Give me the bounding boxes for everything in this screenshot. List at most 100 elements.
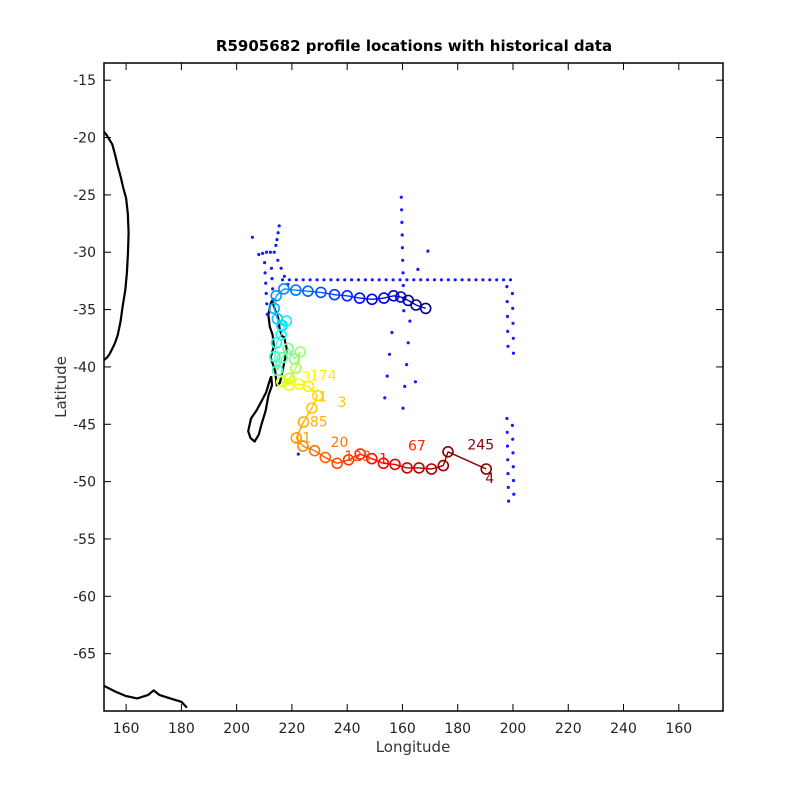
x-tick-label: 220 xyxy=(279,721,306,737)
x-tick-label: 180 xyxy=(444,721,471,737)
profile-point xyxy=(276,351,289,364)
historical-point xyxy=(363,278,367,282)
profile-point xyxy=(268,302,281,315)
historical-point xyxy=(502,278,506,282)
historical-point xyxy=(467,278,471,282)
track-segment xyxy=(314,450,326,459)
historical-point xyxy=(399,195,403,199)
historical-point xyxy=(383,396,387,400)
track-segment xyxy=(295,351,301,369)
profile-point xyxy=(413,462,425,474)
historical-point xyxy=(308,278,312,282)
profile-point xyxy=(290,432,303,444)
historical-point xyxy=(405,363,409,367)
y-tick-label: -15 xyxy=(73,73,96,89)
profile-point xyxy=(270,336,283,349)
profile-point xyxy=(289,362,302,374)
x-axis-label: Longitude xyxy=(376,738,451,756)
profile-point xyxy=(289,284,302,296)
track-segment xyxy=(281,377,290,383)
profile-number-label: 1 xyxy=(379,451,388,467)
track-segment xyxy=(359,297,373,300)
profile-number-label: 1 xyxy=(318,389,327,405)
historical-point xyxy=(276,231,280,235)
profile-point xyxy=(341,289,354,302)
historical-point xyxy=(460,278,464,282)
historical-point xyxy=(390,330,394,335)
historical-point xyxy=(315,278,319,282)
historical-point xyxy=(505,430,509,434)
historical-point xyxy=(453,278,457,282)
x-tick-label: 160 xyxy=(389,721,416,737)
track-segment xyxy=(283,288,296,291)
historical-point xyxy=(511,336,515,340)
historical-point xyxy=(269,266,274,270)
profile-point xyxy=(294,346,307,358)
profile-point xyxy=(271,364,284,377)
historical-point xyxy=(511,351,516,355)
historical-point xyxy=(301,278,305,282)
chart-title: R5905682 profile locations with historic… xyxy=(216,37,612,55)
profile-point xyxy=(311,389,324,402)
coastline xyxy=(247,375,274,443)
track-segment xyxy=(308,385,319,397)
historical-point xyxy=(511,465,515,469)
historical-point xyxy=(263,271,267,275)
profile-point xyxy=(331,457,344,470)
y-axis-label: Latitude xyxy=(52,356,70,418)
track-segment xyxy=(274,342,278,357)
historical-point xyxy=(257,252,261,257)
historical-point xyxy=(385,374,389,378)
profile-point xyxy=(419,302,432,315)
historical-point xyxy=(384,278,388,282)
y-tick-label: -40 xyxy=(73,360,96,376)
profile-number-label: 20 xyxy=(331,435,349,451)
historical-point xyxy=(474,278,478,282)
coastline xyxy=(104,684,188,709)
profile-point xyxy=(389,458,401,471)
x-tick-label: 200 xyxy=(500,721,527,737)
track-segment xyxy=(287,348,296,360)
y-tick-label: -60 xyxy=(73,589,96,605)
profile-number-label: 123 xyxy=(344,449,371,465)
profile-point xyxy=(308,444,321,457)
track-segment xyxy=(336,459,349,464)
profile-point xyxy=(437,459,450,472)
historical-point xyxy=(510,423,514,427)
track-segment xyxy=(273,295,277,309)
track-segment xyxy=(442,451,449,466)
profile-point xyxy=(315,286,327,299)
historical-point xyxy=(350,278,354,282)
historical-point xyxy=(264,291,268,296)
historical-point xyxy=(401,258,405,262)
historical-point xyxy=(270,277,274,281)
track-segment xyxy=(371,458,384,464)
track-segment xyxy=(393,295,401,298)
historical-point xyxy=(506,329,510,333)
track-segment xyxy=(447,451,487,470)
historical-point xyxy=(511,437,515,441)
profile-point xyxy=(297,416,310,428)
historical-point xyxy=(412,278,416,282)
track-segment xyxy=(276,318,283,326)
track-segment xyxy=(418,467,432,470)
x-tick-label: 160 xyxy=(113,721,140,737)
historical-point xyxy=(508,278,513,282)
historical-point xyxy=(264,281,268,285)
x-axis-ticks: 160 180 200 220 240 160 180 200 220 240 160 xyxy=(113,63,692,737)
track-segment xyxy=(394,463,408,469)
profile-point xyxy=(305,402,318,415)
historical-point xyxy=(343,278,347,282)
track-segment xyxy=(288,367,297,379)
profile-point xyxy=(268,350,281,363)
historical-point xyxy=(419,278,423,282)
track-segment xyxy=(280,320,288,336)
profile-point xyxy=(366,293,378,306)
historical-point xyxy=(401,406,405,410)
historical-point xyxy=(511,451,515,455)
historical-point xyxy=(370,278,374,282)
historical-point xyxy=(398,278,402,282)
profile-point xyxy=(394,291,407,303)
